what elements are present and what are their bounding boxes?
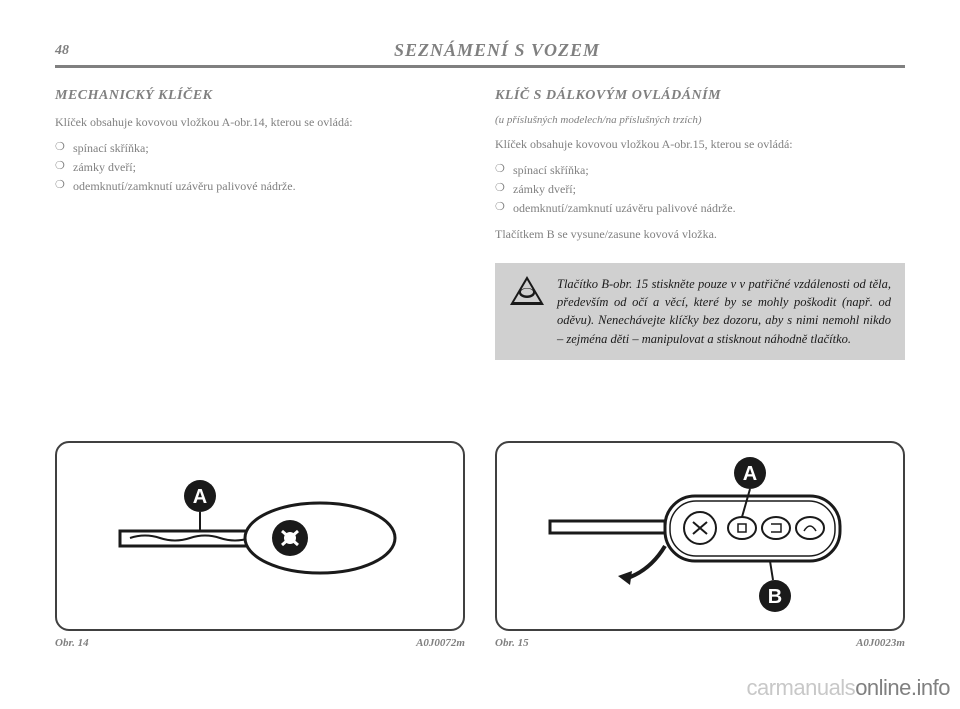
figure-15-code: A0J0023m: [856, 637, 905, 649]
figure-14: A Obr. 14 A0J0072m: [55, 441, 465, 649]
list-item: zámky dveří;: [495, 180, 905, 199]
list-item: odemknutí/zamknutí uzávěru palivové nádr…: [55, 177, 465, 196]
right-line2: Tlačítkem B se vysune/zasune kovová vlož…: [495, 226, 905, 243]
figure-15: A B Obr. 15 A0J0023m: [495, 441, 905, 649]
left-column: MECHANICKÝ KLÍČEK Klíček obsahuje kovovo…: [55, 88, 465, 360]
right-bullets: spínací skříňka; zámky dveří; odemknutí/…: [495, 161, 905, 219]
svg-text:A: A: [193, 486, 207, 508]
right-intro: Klíček obsahuje kovovou vložkou A-obr.15…: [495, 136, 905, 153]
list-item: spínací skříňka;: [55, 139, 465, 158]
warning-text: Tlačítko B-obr. 15 stiskněte pouze v v p…: [557, 275, 891, 348]
page-title: SEZNÁMENÍ S VOZEM: [89, 40, 905, 61]
watermark-part-b: online.info: [855, 675, 950, 700]
figure-14-code: A0J0072m: [416, 637, 465, 649]
list-item: odemknutí/zamknutí uzávěru palivové nádr…: [495, 199, 905, 218]
warning-box: Tlačítko B-obr. 15 stiskněte pouze v v p…: [495, 263, 905, 360]
key-remote-illustration: A B: [520, 451, 880, 621]
figure-14-label: Obr. 14: [55, 637, 89, 649]
key-mechanical-illustration: A: [90, 461, 430, 611]
warning-icon: [509, 275, 545, 307]
svg-text:A: A: [743, 463, 757, 485]
figure-15-frame: A B: [495, 441, 905, 631]
left-bullets: spínací skříňka; zámky dveří; odemknutí/…: [55, 139, 465, 197]
watermark: carmanualsonline.info: [746, 675, 950, 701]
right-column: KLÍČ S DÁLKOVÝM OVLÁDÁNÍM (u příslušných…: [495, 88, 905, 360]
right-subheading: (u příslušných modelech/na příslušných t…: [495, 114, 905, 126]
page-number: 48: [55, 43, 69, 59]
list-item: spínací skříňka;: [495, 161, 905, 180]
watermark-part-a: carmanuals: [746, 675, 855, 700]
left-intro: Klíček obsahuje kovovou vložkou A-obr.14…: [55, 114, 465, 131]
figure-15-label: Obr. 15: [495, 637, 529, 649]
svg-text:B: B: [768, 586, 782, 608]
left-heading: MECHANICKÝ KLÍČEK: [55, 88, 465, 104]
right-heading: KLÍČ S DÁLKOVÝM OVLÁDÁNÍM: [495, 88, 905, 104]
figure-14-frame: A: [55, 441, 465, 631]
list-item: zámky dveří;: [55, 158, 465, 177]
header-divider: [55, 65, 905, 68]
